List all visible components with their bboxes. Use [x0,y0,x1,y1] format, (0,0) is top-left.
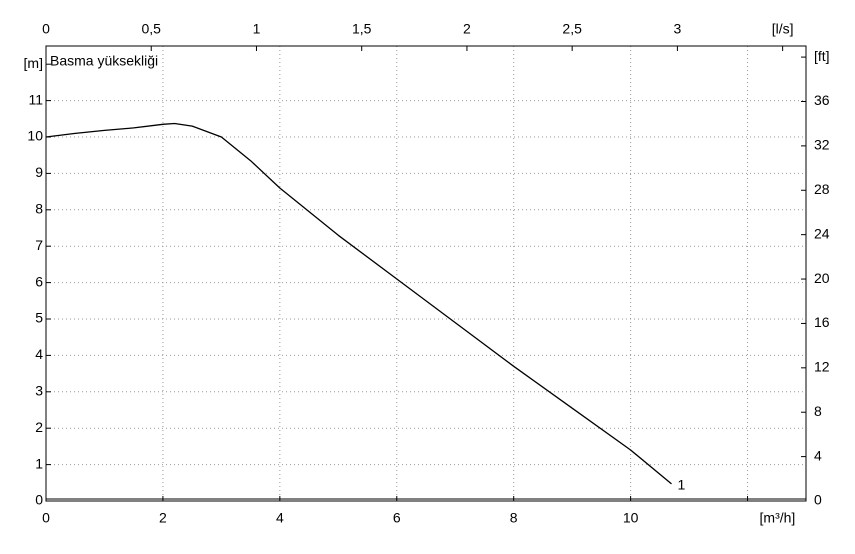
y2-tick-label: 4 [814,447,822,463]
x-tick-label: 0 [42,510,50,526]
y-tick-label: 11 [28,91,43,107]
y-tick-label: 5 [35,310,43,326]
x2-tick-label: 3 [674,21,682,37]
y2-tick-label: 16 [814,314,830,330]
y2-tick-label: 20 [814,270,830,286]
x-tick-label: 4 [276,510,284,526]
x-tick-label: 2 [159,510,167,526]
y2-tick-label: 0 [814,492,822,508]
y-tick-label: [m] [24,55,43,71]
x2-tick-label: 1,5 [352,21,372,37]
x2-tick-label: 1 [253,21,261,37]
series-label: 1 [678,477,686,493]
y-tick-label: 7 [35,237,43,253]
x-tick-label: 10 [623,510,639,526]
plot-frame [45,45,807,502]
x2-tick-label: 2,5 [562,21,582,37]
curve [45,122,672,485]
y-tick-label: 1 [35,455,43,471]
y-tick-label: 10 [27,128,43,144]
x-tick-label: 8 [510,510,518,526]
x2-tick-label: [l/s] [772,21,794,37]
y-tick-label: 4 [35,346,43,362]
y2-tick-label: 12 [814,359,830,375]
x2-tick-label: 0,5 [141,21,161,37]
x2-tick-label: 2 [463,21,471,37]
y-tick-label: 3 [35,383,43,399]
y2-tick-label: 36 [814,92,830,108]
y-tick-label: 0 [35,492,43,508]
chart-title: Basma yüksekliği [50,53,158,69]
y2-tick-label: 24 [814,225,830,241]
y2-tick-label: 28 [814,181,830,197]
y-tick-label: 8 [35,201,43,217]
y-tick-label: 6 [35,273,43,289]
y-tick-label: 2 [35,419,43,435]
x-tick-label: 6 [393,510,401,526]
y2-tick-label: 32 [814,137,830,153]
y2-tick-label: 8 [814,403,822,419]
x-tick-label: [m³/h] [760,510,796,526]
y-tick-label: 9 [35,164,43,180]
x2-tick-label: 0 [42,21,50,37]
y2-tick-label: [ft] [814,48,830,64]
